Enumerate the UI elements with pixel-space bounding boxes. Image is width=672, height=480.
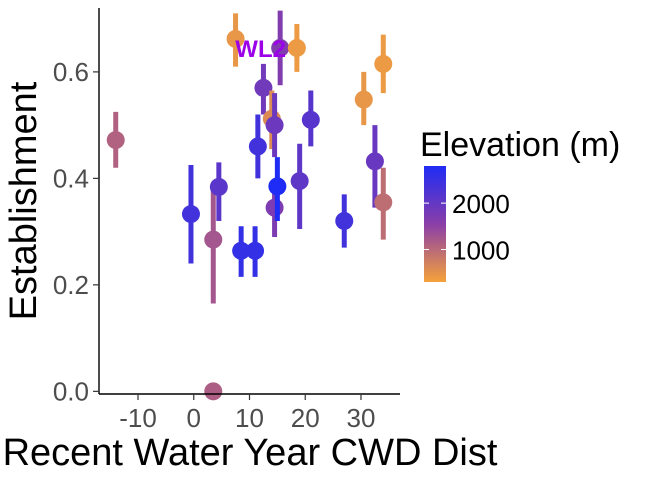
point-marker (301, 110, 320, 129)
x-axis-title: Recent Water Year CWD Dist (3, 432, 498, 474)
plot-area: WL2 (106, 10, 393, 401)
data-point (268, 157, 287, 221)
point-marker (374, 54, 393, 73)
point-marker (265, 198, 284, 217)
data-point (374, 34, 393, 94)
point-marker (287, 38, 306, 57)
data-point (232, 226, 251, 277)
point-marker (254, 78, 273, 97)
data-point (365, 125, 384, 208)
point-marker (226, 29, 245, 48)
y-tick-label: 0.4 (53, 163, 89, 193)
data-point (290, 143, 309, 229)
data-point (209, 162, 228, 221)
legend-break-label: 1000 (452, 236, 510, 266)
legend: Elevation (m) 2000 1000 (420, 126, 620, 282)
data-point (354, 71, 373, 126)
legend-title: Elevation (m) (420, 126, 620, 164)
point-marker (265, 116, 284, 135)
x-tick-label: -10 (119, 403, 157, 433)
point-marker (204, 382, 223, 401)
y-tick-label: 0.0 (53, 376, 89, 406)
x-tick-label: 30 (347, 403, 376, 433)
data-point (106, 111, 125, 168)
point-marker (181, 205, 200, 224)
y-tick-label: 0.2 (53, 270, 89, 300)
point-marker (204, 230, 223, 249)
data-point (204, 189, 223, 304)
x-tick-label: 10 (235, 403, 264, 433)
x-tick-label: 0 (187, 403, 201, 433)
data-point (248, 114, 267, 179)
legend-breaks: 2000 1000 (424, 189, 510, 266)
y-axis-title: Establishment (3, 81, 45, 320)
point-marker (209, 177, 228, 196)
point-marker (365, 152, 384, 171)
data-point (335, 194, 354, 248)
point-marker (271, 38, 290, 57)
data-point (271, 10, 290, 86)
y-axis-ticks: 0.0 0.2 0.4 0.6 (53, 57, 99, 406)
legend-colorbar (424, 166, 446, 282)
point-marker (374, 193, 393, 212)
x-axis-ticks: -10 0 10 20 30 (119, 394, 375, 433)
data-point (254, 63, 273, 115)
data-point (226, 13, 245, 67)
data-point (374, 167, 393, 240)
annotation-label: WL2 (235, 36, 286, 63)
data-point (287, 23, 306, 72)
point-marker (335, 211, 354, 230)
data-point (204, 382, 223, 401)
point-marker (248, 137, 267, 156)
point-marker (106, 131, 125, 150)
x-tick-label: 20 (291, 403, 320, 433)
point-marker (268, 177, 287, 196)
y-tick-label: 0.6 (53, 57, 89, 87)
point-marker (290, 172, 309, 191)
legend-break-label: 2000 (452, 189, 510, 219)
data-point (246, 226, 265, 277)
point-marker (232, 241, 251, 260)
data-point (181, 165, 200, 264)
data-point (301, 90, 320, 147)
point-marker (246, 241, 265, 260)
point-marker (354, 90, 373, 109)
data-point (265, 93, 284, 158)
